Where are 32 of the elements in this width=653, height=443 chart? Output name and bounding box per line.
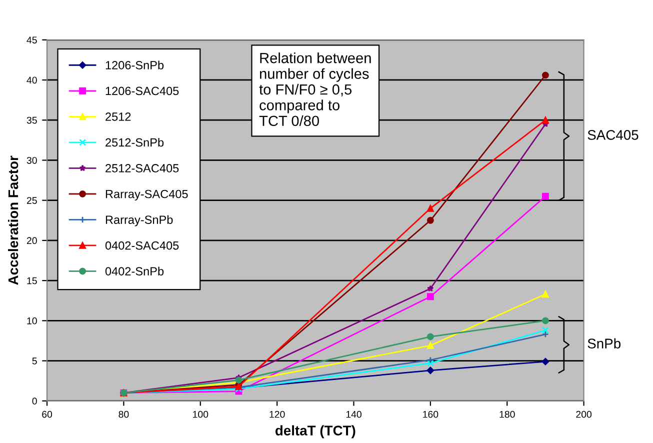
legend-label: 0402-SAC405 xyxy=(105,241,179,250)
x-tick-label: 100 xyxy=(193,410,208,418)
y-tick-label: 45 xyxy=(26,36,37,44)
y-tick-label: 35 xyxy=(26,116,37,124)
y-tick-label: 5 xyxy=(32,358,37,364)
y-tick-label: 20 xyxy=(26,237,37,244)
text: SAC405 xyxy=(588,130,638,140)
y-tick-label: 0 xyxy=(32,398,37,405)
x-tick-label: 140 xyxy=(346,410,362,418)
x-tick-label: 200 xyxy=(576,410,592,418)
y-tick-label: 10 xyxy=(27,317,37,324)
legend-label: 2512-SnPb xyxy=(106,138,164,147)
x-axis-title: deltaT (TCT) xyxy=(275,425,356,438)
legend-label: Rarray-SnPb xyxy=(106,215,173,226)
legend-label: 2512 xyxy=(106,112,131,121)
annotation: Relation between number of cycles to FN/F0 ≥ 0,5 compared to TCT 0/80 xyxy=(259,52,371,126)
x-tick-label: 180 xyxy=(500,410,515,418)
y-axis-title: Acceleration Factor xyxy=(8,156,18,285)
y-tick-label: 15 xyxy=(27,277,37,284)
text: SnPb xyxy=(588,338,620,348)
x-tick-label: 80 xyxy=(118,410,129,418)
legend-label: 2512-SAC405 xyxy=(106,164,179,172)
legend-label: 0402-SnPb xyxy=(105,266,164,276)
y-tick-label: 40 xyxy=(26,76,37,84)
legend-label: Rarray-SAC405 xyxy=(106,190,188,201)
x-tick-label: 60 xyxy=(42,410,52,418)
y-tick-label: 30 xyxy=(26,156,37,164)
y-tick-label: 25 xyxy=(26,197,37,204)
x-tick-label: 160 xyxy=(423,410,438,418)
legend-label: 1206-SAC405 xyxy=(106,86,179,96)
legend-label: 1206-SnPb xyxy=(106,60,164,70)
x-tick-label: 120 xyxy=(270,410,285,418)
